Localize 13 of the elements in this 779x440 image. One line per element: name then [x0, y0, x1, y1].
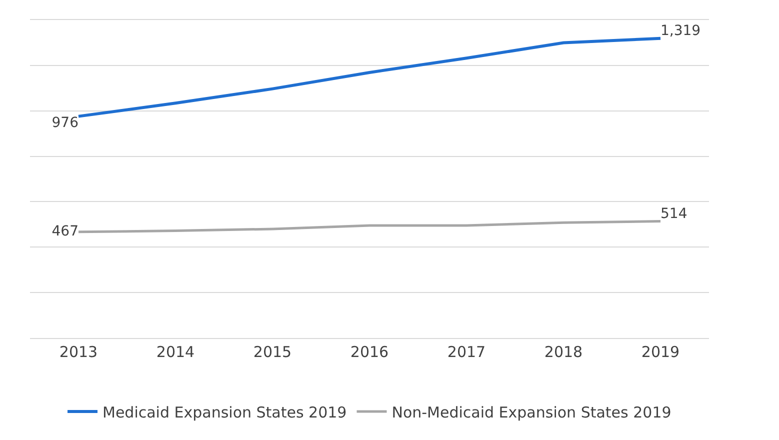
legend-label: Medicaid Expansion States 2019 — [102, 403, 347, 422]
x-tick-label: 2016 — [350, 343, 389, 361]
data-label: 976 — [52, 114, 79, 131]
x-tick-label: 2017 — [447, 343, 486, 361]
x-tick-label: 2018 — [544, 343, 583, 361]
data-label: 514 — [660, 206, 688, 222]
data-label: 1,319 — [660, 22, 701, 39]
x-tick-label: 2014 — [156, 343, 195, 361]
x-tick-label: 2019 — [641, 343, 680, 361]
legend-label: Non-Medicaid Expansion States 2019 — [392, 403, 672, 422]
x-tick-label: 2015 — [253, 343, 292, 361]
data-label: 467 — [52, 223, 78, 240]
x-tick-label: 2013 — [59, 343, 98, 361]
